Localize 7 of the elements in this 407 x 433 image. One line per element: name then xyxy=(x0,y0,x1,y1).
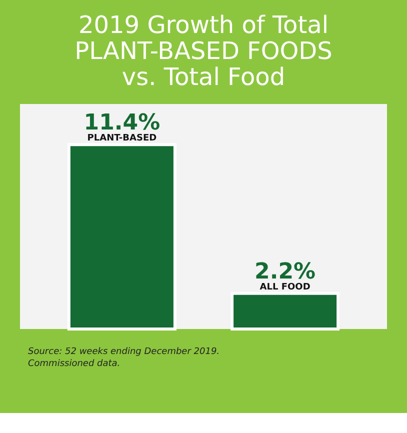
x-tick-label: PLANT-BASED xyxy=(87,134,157,144)
text: PLANT-BASED FOODS xyxy=(74,37,332,65)
text: vs. Total Food xyxy=(122,63,286,91)
text: Commissioned data. xyxy=(28,359,120,369)
text: 2019 Growth of Total xyxy=(78,11,329,39)
x-tick-label: ALL FOOD xyxy=(260,282,310,292)
source-note: Source: 52 weeks ending December 2019. xyxy=(28,347,220,357)
